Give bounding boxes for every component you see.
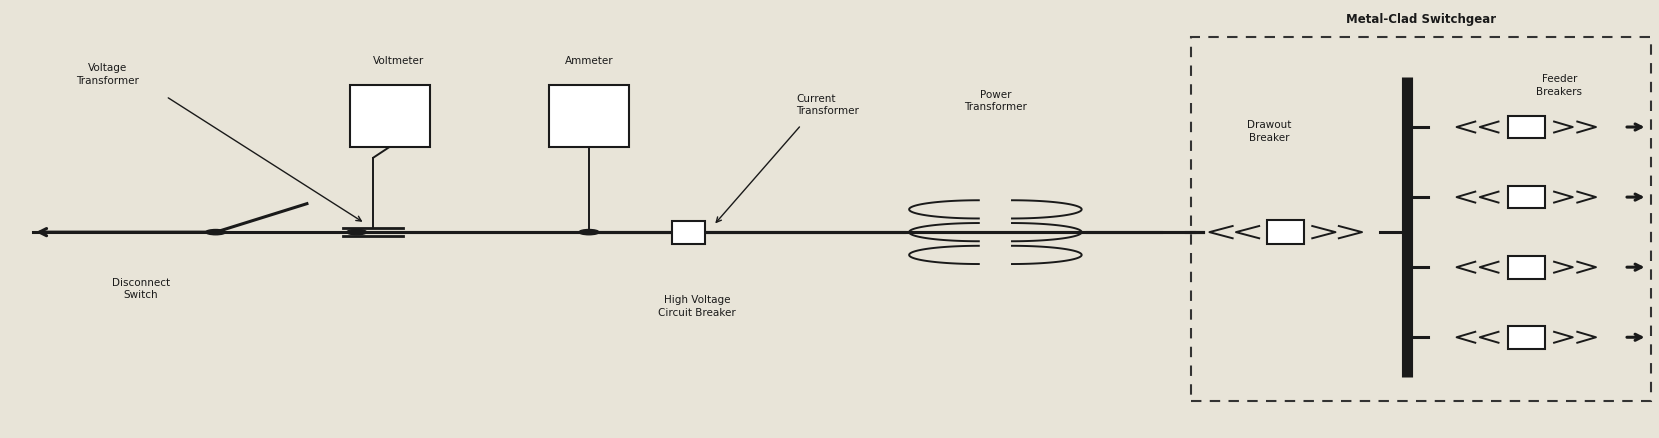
Bar — [672, 221, 705, 244]
Text: Voltmeter: Voltmeter — [373, 57, 423, 66]
Bar — [1508, 256, 1545, 279]
Text: Voltage
Transformer: Voltage Transformer — [76, 63, 139, 86]
Bar — [1508, 116, 1545, 138]
Circle shape — [347, 230, 367, 235]
Bar — [549, 85, 629, 147]
Bar — [1191, 37, 1651, 401]
Circle shape — [206, 230, 226, 235]
Circle shape — [579, 230, 599, 235]
Text: Current
Transformer: Current Transformer — [796, 94, 859, 117]
Text: A: A — [584, 110, 594, 123]
Bar — [1267, 220, 1304, 244]
Text: Ammeter: Ammeter — [564, 57, 614, 66]
Bar — [1508, 186, 1545, 208]
Text: V: V — [385, 110, 395, 123]
Text: Power
Transformer: Power Transformer — [964, 89, 1027, 112]
Text: Disconnect
Switch: Disconnect Switch — [111, 278, 171, 300]
Text: Drawout
Breaker: Drawout Breaker — [1248, 120, 1291, 143]
Text: High Voltage
Circuit Breaker: High Voltage Circuit Breaker — [659, 295, 735, 318]
Text: Metal-Clad Switchgear: Metal-Clad Switchgear — [1345, 13, 1496, 26]
Text: Feeder
Breakers: Feeder Breakers — [1536, 74, 1583, 97]
Bar — [1508, 326, 1545, 349]
Bar — [350, 85, 430, 147]
